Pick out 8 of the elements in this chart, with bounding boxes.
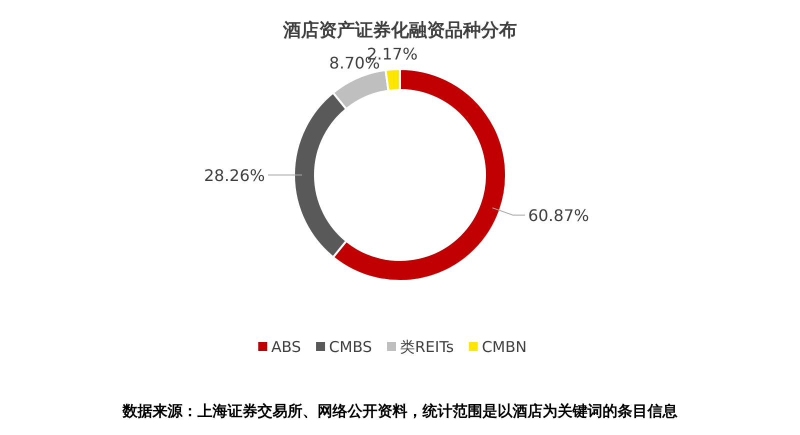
legend-label: CMBN — [482, 338, 527, 356]
legend-label: CMBS — [329, 338, 372, 356]
legend-label: 类REITs — [400, 338, 454, 356]
data-label: 28.26% — [204, 166, 265, 185]
legend-label: ABS — [271, 338, 302, 356]
chart-title: 酒店资产证券化融资品种分布 — [282, 20, 517, 41]
data-label: 60.87% — [528, 206, 590, 226]
source-note: 数据来源：上海证券交易所、网络公开资料，统计范围是以酒店为关键词的条目信息 — [122, 402, 678, 420]
